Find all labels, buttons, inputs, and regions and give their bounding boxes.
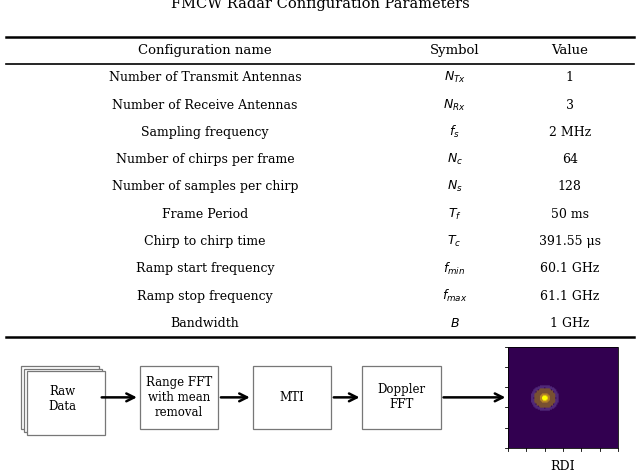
FancyBboxPatch shape <box>27 371 105 435</box>
Text: RDI: RDI <box>551 460 575 473</box>
Bar <box>508 347 618 448</box>
Text: Range FFT
with mean
removal: Range FFT with mean removal <box>146 376 212 419</box>
Text: MTI: MTI <box>280 391 304 404</box>
FancyBboxPatch shape <box>140 366 218 429</box>
FancyBboxPatch shape <box>20 366 99 429</box>
FancyBboxPatch shape <box>362 366 441 429</box>
Text: Doppler
FFT: Doppler FFT <box>378 384 426 412</box>
FancyBboxPatch shape <box>24 369 102 432</box>
Text: FMCW Radar Configuration Parameters: FMCW Radar Configuration Parameters <box>171 0 469 11</box>
Text: Raw
Data: Raw Data <box>48 385 76 412</box>
FancyBboxPatch shape <box>253 366 331 429</box>
